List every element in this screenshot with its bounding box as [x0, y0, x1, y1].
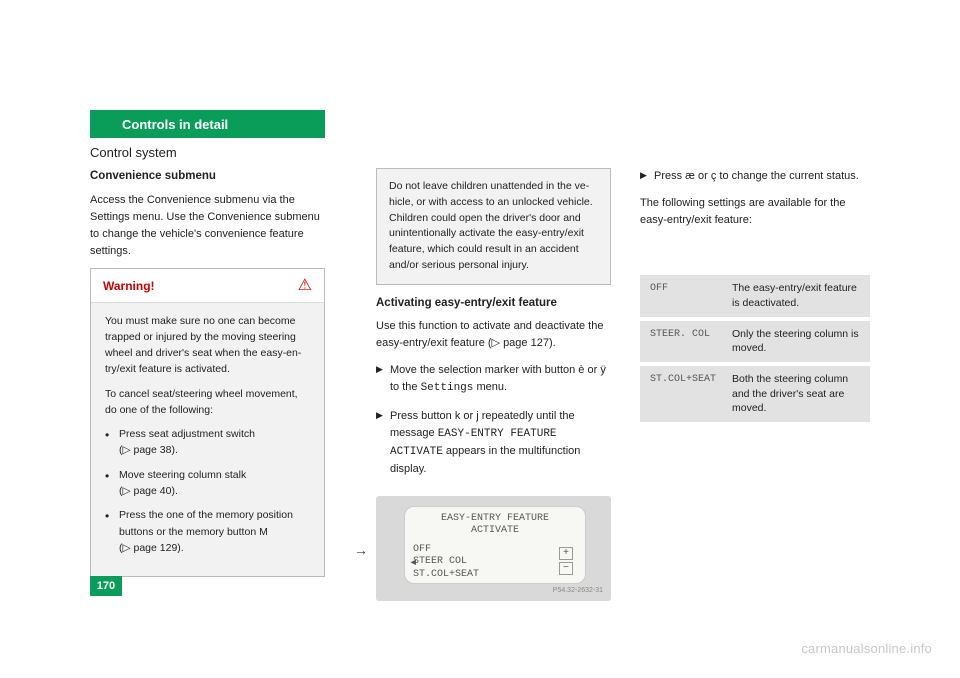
table-row: ST.COL+SEAT Both the steering column and… [640, 362, 870, 422]
warn-item-3a: Press the one of the memory position but… [119, 509, 293, 537]
warn-item-1a: Press seat adjustment switch [119, 428, 255, 440]
col1-title: Convenience submenu [90, 168, 325, 186]
opt-desc-0: The easy-entry/exit fea­ture is deactiva… [732, 281, 860, 310]
col2-step-intro: Use this function to activate and deacti… [376, 318, 611, 352]
column-3: Press æ or ç to change the current statu… [640, 168, 870, 422]
watermark: carmanualsonline.info [801, 641, 932, 656]
warn-p2: To cancel seat/steering wheel movement, … [105, 386, 310, 419]
opt-key-2: ST.COL+SEAT [650, 372, 732, 416]
column-2: Do not leave children unattended in the … [376, 168, 611, 601]
step-1: Move the selection marker with button è … [376, 362, 611, 397]
warn-item-1: Press seat adjustment switch (▷ page 38)… [105, 426, 310, 459]
warn-item-3: Press the one of the memory position but… [105, 507, 310, 556]
col1-intro: Access the Convenience submenu via the S… [90, 192, 325, 260]
col2-subtitle: Activating easy-entry/exit feature [376, 295, 611, 313]
col3-after: The following settings are available for… [640, 195, 870, 229]
lcd-line5: ST.COL+SEAT [413, 569, 577, 582]
warning-title: Warning! [103, 277, 155, 296]
lcd-line3: OFF [413, 544, 577, 557]
warning-icon: ⚠ [298, 278, 312, 294]
lcd-display: → EASY-ENTRY FEATURE ACTIVATE OFF STEER … [376, 496, 611, 601]
lcd-screen: EASY-ENTRY FEATURE ACTIVATE OFF STEER CO… [404, 506, 586, 584]
step1-ref: Settings [421, 382, 474, 394]
warning-body: You must make sure no one can become tra… [91, 303, 324, 576]
lcd-line2: ACTIVATE [413, 525, 577, 538]
lcd-line4: STEER COL [413, 556, 577, 569]
steps: Move the selection marker with button è … [376, 362, 611, 477]
table-row: STEER. COL Only the steering column is m… [640, 317, 870, 362]
page-number: 170 [90, 576, 122, 596]
lcd-selector-icon: ◂ [409, 555, 417, 573]
step-2: Press button k or j repeatedly until the… [376, 408, 611, 478]
warn-item-2: Move steering column stalk (▷ page 40). [105, 467, 310, 500]
step1b: menu. [473, 381, 507, 393]
warn-list: Press seat adjustment switch (▷ page 38)… [105, 426, 310, 556]
column-1: Convenience submenu Access the Convenien… [90, 168, 325, 577]
warn-p1: You must make sure no one can become tra… [105, 313, 310, 378]
section-tab: Controls in detail [90, 110, 325, 138]
lcd-plusminus: +− [559, 547, 573, 577]
lcd-tag: P54.32-2632-31 [553, 586, 603, 597]
col3-step: Press æ or ç to change the current statu… [640, 168, 870, 185]
table-row: OFF The easy-entry/exit fea­ture is deac… [640, 275, 870, 316]
lcd-line1: EASY-ENTRY FEATURE [413, 513, 577, 526]
options-table: OFF The easy-entry/exit fea­ture is deac… [640, 275, 870, 422]
col3-steps: Press æ or ç to change the current statu… [640, 168, 870, 185]
lcd-pointer-icon: → [354, 540, 368, 562]
warn-item-1b: (▷ page 38). [119, 444, 178, 456]
warn-item-3b: (▷ page 129). [119, 542, 184, 554]
sub-heading: Control system [90, 145, 177, 160]
warn-item-2b: (▷ page 40). [119, 485, 178, 497]
warn-item-2a: Move steering column stalk [119, 469, 246, 481]
minus-icon: − [559, 562, 573, 575]
opt-desc-1: Only the steering column is moved. [732, 327, 860, 356]
info-box: Do not leave children unattended in the … [376, 168, 611, 285]
tab-label: Controls in detail [122, 117, 228, 132]
plus-icon: + [559, 547, 573, 560]
opt-key-0: OFF [650, 281, 732, 310]
warning-header: Warning! ⚠ [91, 269, 324, 303]
opt-key-1: STEER. COL [650, 327, 732, 356]
warning-box: Warning! ⚠ You must make sure no one can… [90, 268, 325, 577]
opt-desc-2: Both the steering column and the driver'… [732, 372, 860, 416]
page: Controls in detail Control system Conven… [0, 0, 960, 678]
